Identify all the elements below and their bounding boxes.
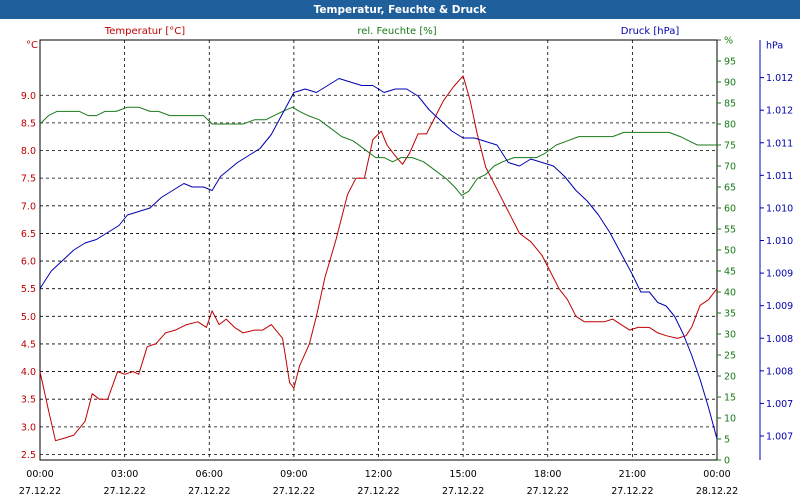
x-tick-date: 27.12.22 [611, 486, 653, 497]
humidity-tick-label: 55 [724, 225, 736, 236]
humidity-tick-label: 10 [724, 414, 736, 425]
humidity-tick-label: 15 [724, 393, 736, 404]
humidity-tick-label: 0 [724, 456, 730, 467]
temperature-tick-label: 6.5 [21, 229, 36, 240]
x-tick-time: 12:00 [365, 469, 392, 480]
temperature-tick-label: 5.0 [21, 312, 36, 323]
pressure-tick-label: hPa [766, 41, 783, 52]
temperature-tick-label: 4.0 [21, 367, 36, 378]
humidity-series-line [39, 106, 717, 196]
pressure-legend-label: Druck [hPa] [621, 26, 680, 37]
temperature-tick-label: 4.5 [21, 339, 36, 350]
x-tick-date: 27.12.22 [188, 486, 230, 497]
humidity-tick-label: 80 [724, 120, 736, 131]
temperature-tick-label: 5.5 [21, 284, 36, 295]
chart-grid [39, 39, 718, 461]
x-tick-time: 03:00 [111, 469, 138, 480]
temperature-tick-label: 8.0 [21, 146, 36, 157]
pressure-tick-label: 1.009 [766, 301, 793, 312]
humidity-tick-label: 65 [724, 183, 736, 194]
x-tick-date: 28.12.22 [696, 486, 738, 497]
temperature-tick-label: 3.5 [21, 395, 36, 406]
temperature-tick-label: 8.5 [21, 118, 36, 129]
humidity-tick-label: 50 [724, 246, 736, 257]
humidity-tick-label: 5 [724, 435, 730, 446]
x-tick-time: 09:00 [280, 469, 307, 480]
temperature-tick-label: 2.5 [21, 450, 36, 461]
humidity-tick-label: % [724, 36, 733, 47]
temperature-legend-label: Temperatur [°C] [104, 26, 185, 37]
humidity-tick-label: 40 [724, 288, 736, 299]
pressure-tick-label: 1.011 [766, 171, 793, 182]
humidity-tick-label: 45 [724, 267, 736, 278]
x-tick-date: 27.12.22 [442, 486, 484, 497]
pressure-tick-label: 1.008 [766, 366, 793, 377]
temperature-tick-label: 7.0 [21, 201, 36, 212]
x-tick-date: 27.12.22 [357, 486, 399, 497]
x-tick-date: 27.12.22 [527, 486, 569, 497]
pressure-tick-label: 1.010 [766, 236, 793, 247]
temperature-tick-label: 9.0 [21, 91, 36, 102]
humidity-tick-label: 85 [724, 99, 736, 110]
pressure-tick-label: 1.007 [766, 399, 793, 410]
humidity-tick-label: 25 [724, 351, 736, 362]
pressure-tick-label: 1.009 [766, 269, 793, 280]
humidity-tick-label: 90 [724, 78, 736, 89]
humidity-tick-label: 60 [724, 204, 736, 215]
x-tick-time: 06:00 [196, 469, 223, 480]
humidity-tick-label: 20 [724, 372, 736, 383]
x-tick-date: 27.12.22 [103, 486, 145, 497]
x-tick-date: 27.12.22 [273, 486, 315, 497]
pressure-tick-label: 1.012 [766, 106, 793, 117]
pressure-series-line [39, 78, 718, 440]
chart-title: Temperatur, Feuchte & Druck [314, 4, 488, 16]
series-layer [39, 75, 718, 442]
humidity-tick-label: 30 [724, 330, 736, 341]
x-tick-time: 18:00 [534, 469, 561, 480]
x-tick-time: 15:00 [449, 469, 476, 480]
humidity-legend-label: rel. Feuchte [%] [357, 26, 436, 37]
temperature-tick-label: 6.0 [21, 257, 36, 268]
axes-layer: 00:00 27.12.22 03:00 27.12.22 06:00 27.12.22 0… [19, 36, 793, 498]
x-tick-time: 00:00 [703, 469, 730, 480]
humidity-tick-label: 70 [724, 162, 736, 173]
humidity-tick-label: 75 [724, 141, 736, 152]
pressure-tick-label: 1.011 [766, 138, 793, 149]
pressure-tick-label: 1.008 [766, 334, 793, 345]
temperature-series-line [39, 75, 718, 442]
title-bar [0, 0, 800, 19]
temperature-tick-label: 3.0 [21, 422, 36, 433]
temperature-tick-label: 7.5 [21, 174, 36, 185]
pressure-tick-label: 1.012 [766, 73, 793, 84]
temperature-unit-label: °C [26, 40, 38, 51]
pressure-tick-label: 1.010 [766, 203, 793, 214]
x-tick-time: 00:00 [26, 469, 53, 480]
humidity-tick-label: 35 [724, 309, 736, 320]
pressure-tick-label: 1.007 [766, 432, 793, 443]
humidity-tick-label: 95 [724, 57, 736, 68]
x-tick-time: 21:00 [619, 469, 646, 480]
x-tick-date: 27.12.22 [19, 486, 61, 497]
